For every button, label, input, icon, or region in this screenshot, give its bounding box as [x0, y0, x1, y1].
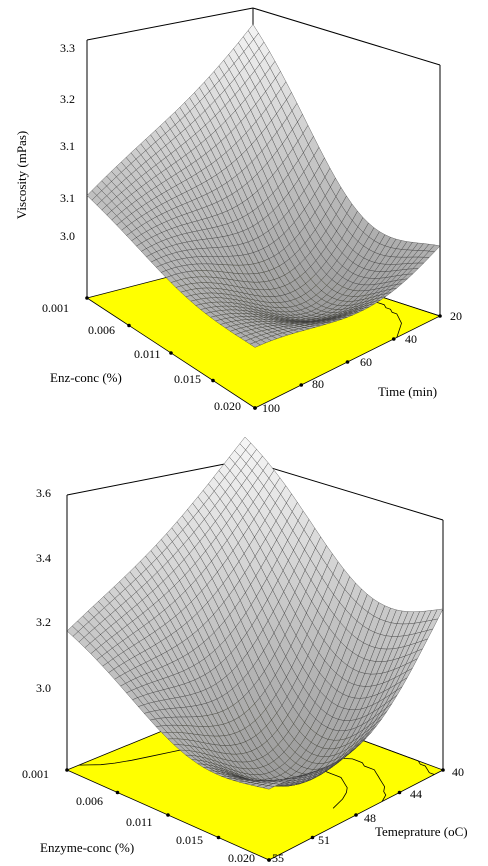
chart-2-y-tick-mark: [267, 858, 271, 862]
chart-1-x-tick: 0.011: [134, 347, 161, 361]
chart-1-x-tick-mark: [127, 323, 131, 328]
chart-1-y-tick: 60: [360, 355, 372, 369]
chart-2-y-tick-mark: [354, 813, 358, 817]
chart-2-y-tick: 48: [364, 811, 376, 825]
chart-2-y-tick-mark: [441, 768, 445, 772]
chart-2-z-axis: 3.0 3.2 3.4 3.6: [36, 486, 51, 695]
chart-2-x-label: Enzyme-conc (%): [40, 840, 134, 855]
chart-1-x-tick: 0.006: [88, 323, 115, 337]
chart-1-tick-marks: [85, 296, 442, 410]
chart-2-x-tick: 0.020: [228, 851, 255, 865]
chart-2-x-tick: 0.006: [76, 794, 103, 808]
chart-2-top-left-edge: [66, 459, 246, 496]
chart-1-top-right-edge: [252, 7, 441, 66]
chart-1-z-tick: 3.3: [60, 41, 75, 55]
chart-2-z-tick: 3.6: [36, 486, 51, 500]
chart-1-x-tick: 0.015: [174, 372, 201, 386]
chart-1-z-tick: 3.2: [60, 92, 75, 106]
chart-1-y-tick: 80: [312, 377, 324, 391]
chart-2-tick-marks: [65, 768, 445, 862]
chart-1-surface-facet: [249, 341, 261, 348]
chart-1-y-tick-mark: [345, 360, 350, 364]
chart-2-x-tick-mark: [216, 835, 221, 840]
chart-1-top-left-edge: [86, 7, 254, 41]
chart-1-x-tick-mark: [85, 296, 89, 300]
chart-1-y-tick-mark: [253, 406, 257, 410]
chart-2-x-axis: 0.001 0.006 0.011 0.015 0.020 Enzyme-con…: [22, 767, 255, 865]
chart-1-x-label: Enz-conc (%): [50, 370, 122, 385]
chart-2-y-label: Temeprature (oC): [375, 824, 468, 839]
chart-2-z-tick: 3.2: [36, 615, 51, 629]
chart-1-y-label: Time (min): [378, 384, 437, 399]
chart-2-x-tick-mark: [115, 790, 120, 795]
chart-1-x-tick-mark: [169, 351, 173, 355]
chart-1-y-tick: 40: [405, 332, 417, 346]
chart-2: 3.0 3.2 3.4 3.6 0.001 0.006 0.011 0.015 …: [22, 436, 468, 865]
chart-1-x-axis: 0.001 0.006 0.011 0.015 0.020 Enz-conc (…: [42, 301, 241, 413]
chart-2-x-tick-mark: [166, 813, 170, 817]
chart-1-x-tick: 0.001: [42, 301, 69, 315]
chart-1: 3.0 3.1 3.1 3.2 3.3 Viscosity (mPas) 0.0…: [14, 7, 462, 415]
chart-1-y-tick: 100: [262, 401, 280, 415]
chart-1-z-label: Viscosity (mPas): [14, 131, 29, 219]
chart-2-x-tick: 0.001: [22, 767, 49, 781]
chart-2-top-right-edge: [244, 459, 444, 521]
chart-2-x-tick: 0.015: [176, 833, 203, 847]
chart-1-x-tick: 0.020: [214, 399, 241, 413]
chart-2-y-tick: 55: [272, 851, 284, 865]
chart-2-z-tick: 3.4: [36, 551, 51, 565]
chart-2-y-tick: 44: [410, 787, 422, 801]
chart-1-surface: [86, 24, 441, 348]
chart-1-z-tick: 3.1: [60, 139, 75, 153]
chart-2-y-tick-mark: [310, 835, 315, 840]
chart-1-x-tick-mark: [211, 378, 215, 383]
chart-2-surface-facet: [262, 785, 275, 790]
chart-1-y-tick-mark: [299, 383, 304, 387]
chart-1-y-axis: 20 40 60 80 100 Time (min): [262, 309, 462, 415]
chart-2-x-tick-mark: [65, 768, 69, 772]
chart-1-y-tick-mark: [438, 314, 442, 318]
chart-1-z-tick: 3.0: [60, 229, 75, 243]
chart-1-z-axis: 3.0 3.1 3.1 3.2 3.3 Viscosity (mPas): [14, 41, 75, 243]
chart-2-y-axis: 40 44 48 51 55 Temeprature (oC): [272, 765, 468, 865]
chart-2-y-tick: 51: [318, 833, 330, 847]
chart-2-y-tick: 40: [452, 765, 464, 779]
chart-2-y-tick-mark: [397, 790, 402, 795]
chart-2-z-tick: 3.0: [36, 681, 51, 695]
chart-2-surface: [66, 436, 444, 790]
chart-1-y-tick-mark: [391, 337, 396, 341]
chart-2-x-tick: 0.011: [126, 815, 153, 829]
chart-1-z-tick: 3.1: [60, 191, 75, 205]
chart-1-y-tick: 20: [450, 309, 462, 323]
